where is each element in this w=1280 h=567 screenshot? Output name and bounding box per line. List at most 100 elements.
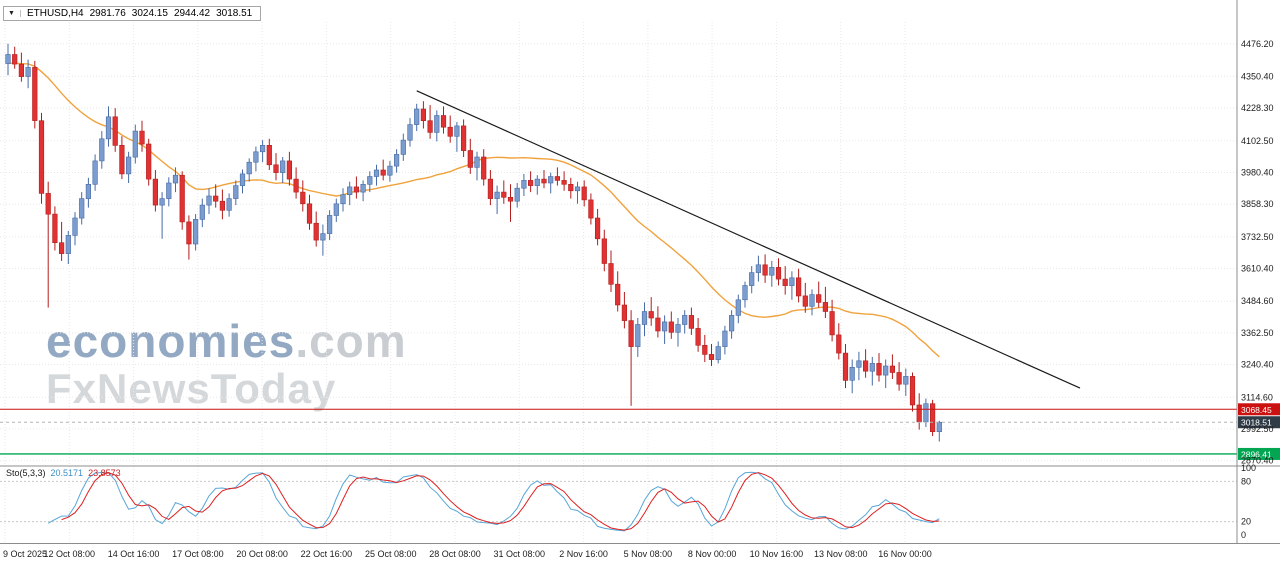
candle-body xyxy=(876,363,882,376)
candle-body xyxy=(18,63,25,77)
candle-body xyxy=(159,198,165,206)
candle-body xyxy=(199,204,205,220)
stoch-tick-label: 80 xyxy=(1241,476,1251,486)
candle-body xyxy=(514,187,520,202)
candle-body xyxy=(775,267,782,280)
support-price-box xyxy=(1238,447,1280,460)
candle-body xyxy=(45,193,51,215)
candle-body xyxy=(548,176,554,184)
stoch-signal-line xyxy=(61,472,940,531)
candle-body xyxy=(79,198,85,219)
candle-body xyxy=(541,178,547,184)
candle-body xyxy=(809,294,815,307)
candle-body xyxy=(795,277,802,297)
candle-body xyxy=(655,317,661,332)
candle-body xyxy=(320,233,326,241)
price-tick-label: 3980.40 xyxy=(1241,167,1274,177)
horizontal-price-levels[interactable]: 3068.45 3018.51 2896.41 xyxy=(0,403,1280,460)
candle-body xyxy=(132,130,138,158)
current-price-box xyxy=(1238,416,1280,429)
candle-body xyxy=(836,334,842,354)
time-tick-label: 10 Nov 16:00 xyxy=(750,549,804,559)
price-tick-label: 3484.60 xyxy=(1241,296,1274,306)
candle-body xyxy=(648,311,654,319)
candle-body xyxy=(72,217,78,236)
time-tick-label: 28 Oct 08:00 xyxy=(429,549,481,559)
candle-body xyxy=(193,219,199,245)
candle-body xyxy=(641,311,648,325)
time-tick-label: 22 Oct 16:00 xyxy=(301,549,353,559)
candle-body xyxy=(387,165,393,176)
candle-body xyxy=(400,139,406,155)
descending-trendline[interactable] xyxy=(416,90,1081,389)
candle-body xyxy=(333,203,339,216)
candle-body xyxy=(936,421,942,433)
candle-body xyxy=(65,235,71,254)
candle-body xyxy=(105,116,112,140)
trendline-segment[interactable] xyxy=(416,90,1081,389)
chevron-down-icon[interactable]: ▼ xyxy=(8,10,21,17)
candle-body xyxy=(126,156,132,175)
candle-body xyxy=(802,295,808,307)
candle-body xyxy=(373,169,380,177)
candle-body xyxy=(755,264,761,273)
stoch-tick-label: 100 xyxy=(1241,463,1256,473)
candle-body xyxy=(842,352,849,381)
candle-body xyxy=(789,277,795,286)
candle-body xyxy=(581,186,587,201)
candle-body xyxy=(916,404,922,423)
candle-body xyxy=(594,217,601,240)
grid xyxy=(0,22,1237,544)
price-tick-label: 3858.30 xyxy=(1241,199,1274,209)
candle-body xyxy=(467,150,473,168)
stochastic-label: Sto(5,3,3) 20.5171 23.8573 xyxy=(6,468,121,478)
candle-body xyxy=(695,328,701,346)
candle-body xyxy=(99,138,105,162)
candle-body xyxy=(816,294,822,303)
candle-body xyxy=(883,365,889,376)
candle-body xyxy=(889,365,895,373)
candle-body xyxy=(675,324,681,333)
stochastic-main-value: 20.5171 xyxy=(50,468,84,478)
candle-body xyxy=(246,161,252,175)
candle-body xyxy=(561,180,567,185)
candle-body xyxy=(5,54,11,64)
candle-body xyxy=(32,67,38,121)
stoch-tick-label: 20 xyxy=(1241,517,1251,527)
candle-body xyxy=(481,156,487,180)
time-tick-label: 20 Oct 08:00 xyxy=(236,549,288,559)
candle-body xyxy=(306,203,313,224)
candle-body xyxy=(742,285,748,301)
candle-body xyxy=(782,278,788,286)
candle-body xyxy=(635,324,641,347)
candle-body xyxy=(909,376,916,406)
candle-body xyxy=(829,311,835,336)
price-tick-label: 4350.40 xyxy=(1241,71,1274,81)
sma-line[interactable] xyxy=(8,62,940,358)
candle-body xyxy=(501,191,507,198)
candle-body xyxy=(139,130,145,145)
candle-body xyxy=(574,186,581,192)
moving-average-line[interactable] xyxy=(8,62,940,358)
candle-body xyxy=(762,264,768,276)
candle-body xyxy=(233,185,239,199)
symbol-ohlc-label[interactable]: ▼ ETHUSD,H4 2981.76 3024.15 2944.42 3018… xyxy=(3,6,262,21)
candles xyxy=(5,43,942,442)
time-tick-label: 16 Nov 00:00 xyxy=(878,549,932,559)
candle-body xyxy=(313,222,319,241)
candle-body xyxy=(414,108,420,125)
candle-body xyxy=(440,115,447,128)
candle-body xyxy=(380,169,386,176)
candle-body xyxy=(923,403,929,423)
candle-body xyxy=(179,174,185,223)
candle-body xyxy=(454,125,460,137)
candle-body xyxy=(527,180,534,186)
candle-body xyxy=(286,160,293,180)
time-tick-label: 8 Nov 00:00 xyxy=(688,549,737,559)
candle-body xyxy=(601,238,607,264)
candle-body xyxy=(293,178,299,193)
stochastic-signal-value: 23.8573 xyxy=(88,468,121,478)
candle-body xyxy=(822,302,828,312)
